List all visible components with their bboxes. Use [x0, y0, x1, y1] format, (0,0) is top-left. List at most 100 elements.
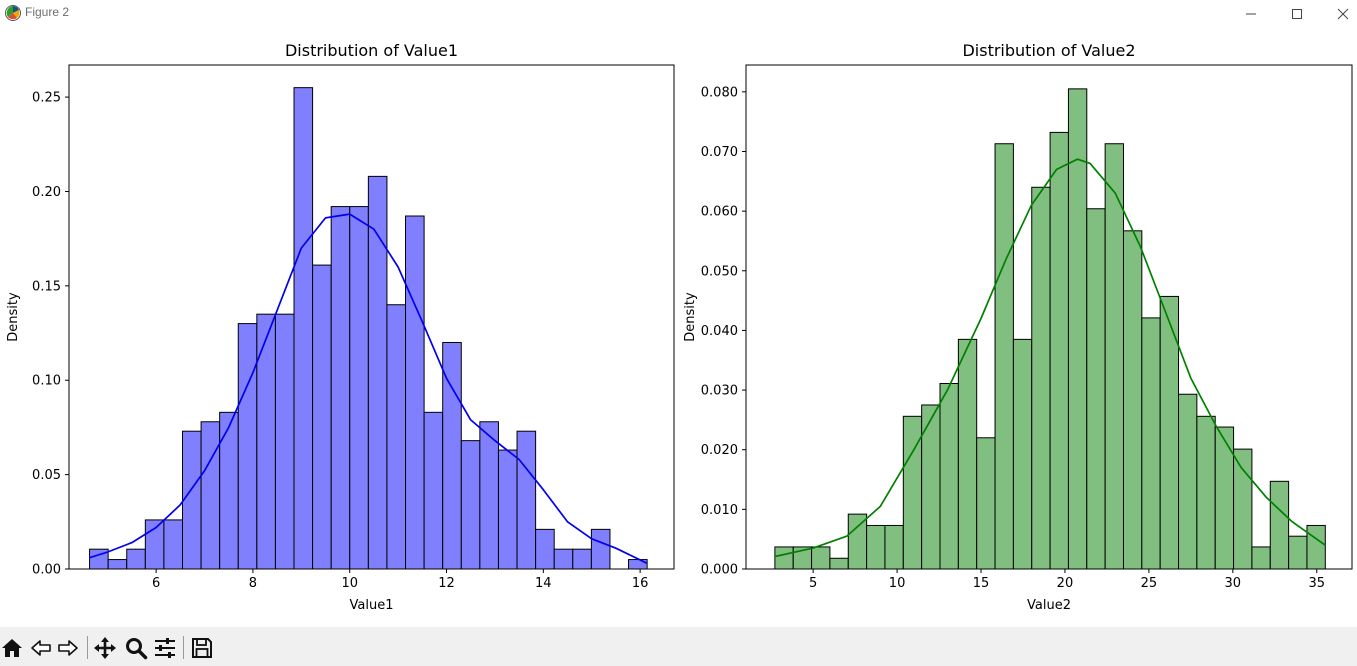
forward-button[interactable] [56, 636, 80, 660]
window-title: Figure 2 [25, 5, 70, 19]
y-axis-label: Density [683, 292, 698, 342]
histogram-bar [535, 528, 555, 570]
y-tick-label: 0.030 [701, 384, 738, 399]
back-button[interactable] [29, 636, 53, 660]
navigation-toolbar [0, 627, 1357, 666]
histogram-bar [200, 421, 221, 570]
histogram-bar [553, 548, 574, 570]
histogram-bar [386, 304, 407, 570]
histogram-bar [1141, 317, 1161, 570]
maximize-button[interactable] [1274, 0, 1320, 27]
x-tick-label: 30 [1225, 576, 1242, 591]
home-button[interactable] [0, 636, 24, 660]
y-tick-label: 0.000 [701, 563, 738, 578]
histogram-bar [829, 557, 849, 570]
histogram-bar [994, 143, 1014, 570]
configure-subplots-icon [155, 638, 175, 658]
y-tick-label: 0.05 [32, 468, 61, 483]
x-tick-label: 5 [809, 576, 817, 591]
histogram-bar [939, 383, 959, 570]
x-axis-label: Value1 [350, 598, 394, 613]
zoom-button[interactable] [124, 636, 148, 660]
histogram-bar [1269, 480, 1290, 570]
matplotlib-icon [5, 5, 21, 21]
x-tick-label: 20 [1057, 576, 1074, 591]
histogram-bar [976, 437, 996, 570]
x-tick-label: 10 [889, 576, 906, 591]
histogram-bar [1196, 415, 1216, 570]
histogram-bar [163, 519, 183, 570]
histogram-bar [1178, 393, 1198, 570]
histogram-bar [590, 528, 611, 570]
kde-line [89, 213, 648, 565]
close-icon [1337, 8, 1349, 19]
histogram-bar [1086, 208, 1106, 570]
histogram-bar [460, 440, 481, 570]
maximize-icon [1292, 8, 1302, 19]
figure-canvas[interactable]: 6 8 10 12 14 16 0.00 0.05 0.10 0.15 0.20 0.25 Distri… [0, 27, 1357, 627]
toolbar-separator [87, 636, 88, 659]
histogram-bar [1104, 143, 1124, 570]
y-tick-label: 0.050 [701, 264, 738, 279]
histogram-bar [811, 546, 831, 570]
histogram-bar [144, 519, 165, 570]
y-tick-label: 0.080 [701, 85, 738, 100]
close-button[interactable] [1320, 0, 1357, 27]
histogram-bar [884, 524, 904, 570]
chart-2: 5 10 15 20 25 30 35 0.000 0.010 0.020 0.030 0.040 0.… [683, 41, 1353, 613]
x-tick-label: 35 [1308, 576, 1325, 591]
pan-icon [94, 637, 116, 659]
histogram-bar [237, 323, 258, 570]
chart-title: Distribution of Value2 [962, 41, 1135, 60]
x-tick-label: 16 [632, 576, 649, 591]
save-button[interactable] [190, 636, 214, 660]
histogram-bar [957, 338, 978, 570]
x-tick-label: 12 [438, 576, 455, 591]
y-tick-label: 0.040 [701, 324, 738, 339]
histogram-bar [1288, 535, 1308, 570]
histogram-bar [866, 524, 886, 570]
histogram-bar [330, 206, 351, 570]
histogram-bar [423, 411, 444, 570]
kde-line [774, 158, 1326, 558]
y-tick-label: 0.00 [32, 563, 61, 578]
y-tick-label: 0.020 [701, 443, 738, 458]
histogram-bar [349, 206, 369, 570]
histogram-bar [1031, 186, 1051, 570]
histogram-bar [1233, 448, 1253, 570]
chart-title: Distribution of Value1 [285, 41, 458, 60]
histogram-bar [293, 87, 314, 570]
histogram-bar [516, 430, 537, 570]
histogram-bar [847, 513, 868, 570]
x-tick-label: 25 [1141, 576, 1158, 591]
histogram-bar [405, 215, 425, 570]
histogram-bar [1251, 546, 1271, 570]
histogram-bar [774, 546, 794, 570]
histogram-bar [181, 430, 202, 570]
histogram-bar [256, 313, 276, 570]
histogram-bar [274, 313, 295, 570]
y-tick-label: 0.20 [32, 185, 61, 200]
y-tick-label: 0.010 [701, 503, 738, 518]
histogram-bar [628, 559, 648, 570]
histogram-bar [1122, 230, 1143, 570]
configure-subplots-button[interactable] [153, 636, 177, 660]
y-axis-label: Density [6, 292, 21, 342]
histogram-bar [1214, 426, 1235, 570]
x-axis-label: Value2 [1027, 598, 1071, 613]
histogram-bar [312, 264, 332, 570]
y-tick-label: 0.15 [32, 279, 61, 294]
histogram-bar [107, 559, 128, 570]
x-tick-label: 14 [535, 576, 552, 591]
minimize-icon [1246, 13, 1256, 14]
x-tick-label: 6 [152, 576, 160, 591]
y-tick-label: 0.10 [32, 374, 61, 389]
x-tick-label: 10 [341, 576, 358, 591]
window-titlebar: Figure 2 [0, 0, 1357, 28]
minimize-button[interactable] [1228, 0, 1274, 27]
pan-button[interactable] [93, 636, 117, 660]
histogram-bar [572, 548, 592, 570]
save-icon [192, 638, 212, 658]
figure-svg: 6 8 10 12 14 16 0.00 0.05 0.10 0.15 0.20 0.25 Distri… [6, 41, 1353, 613]
histogram-bar [1012, 338, 1033, 570]
